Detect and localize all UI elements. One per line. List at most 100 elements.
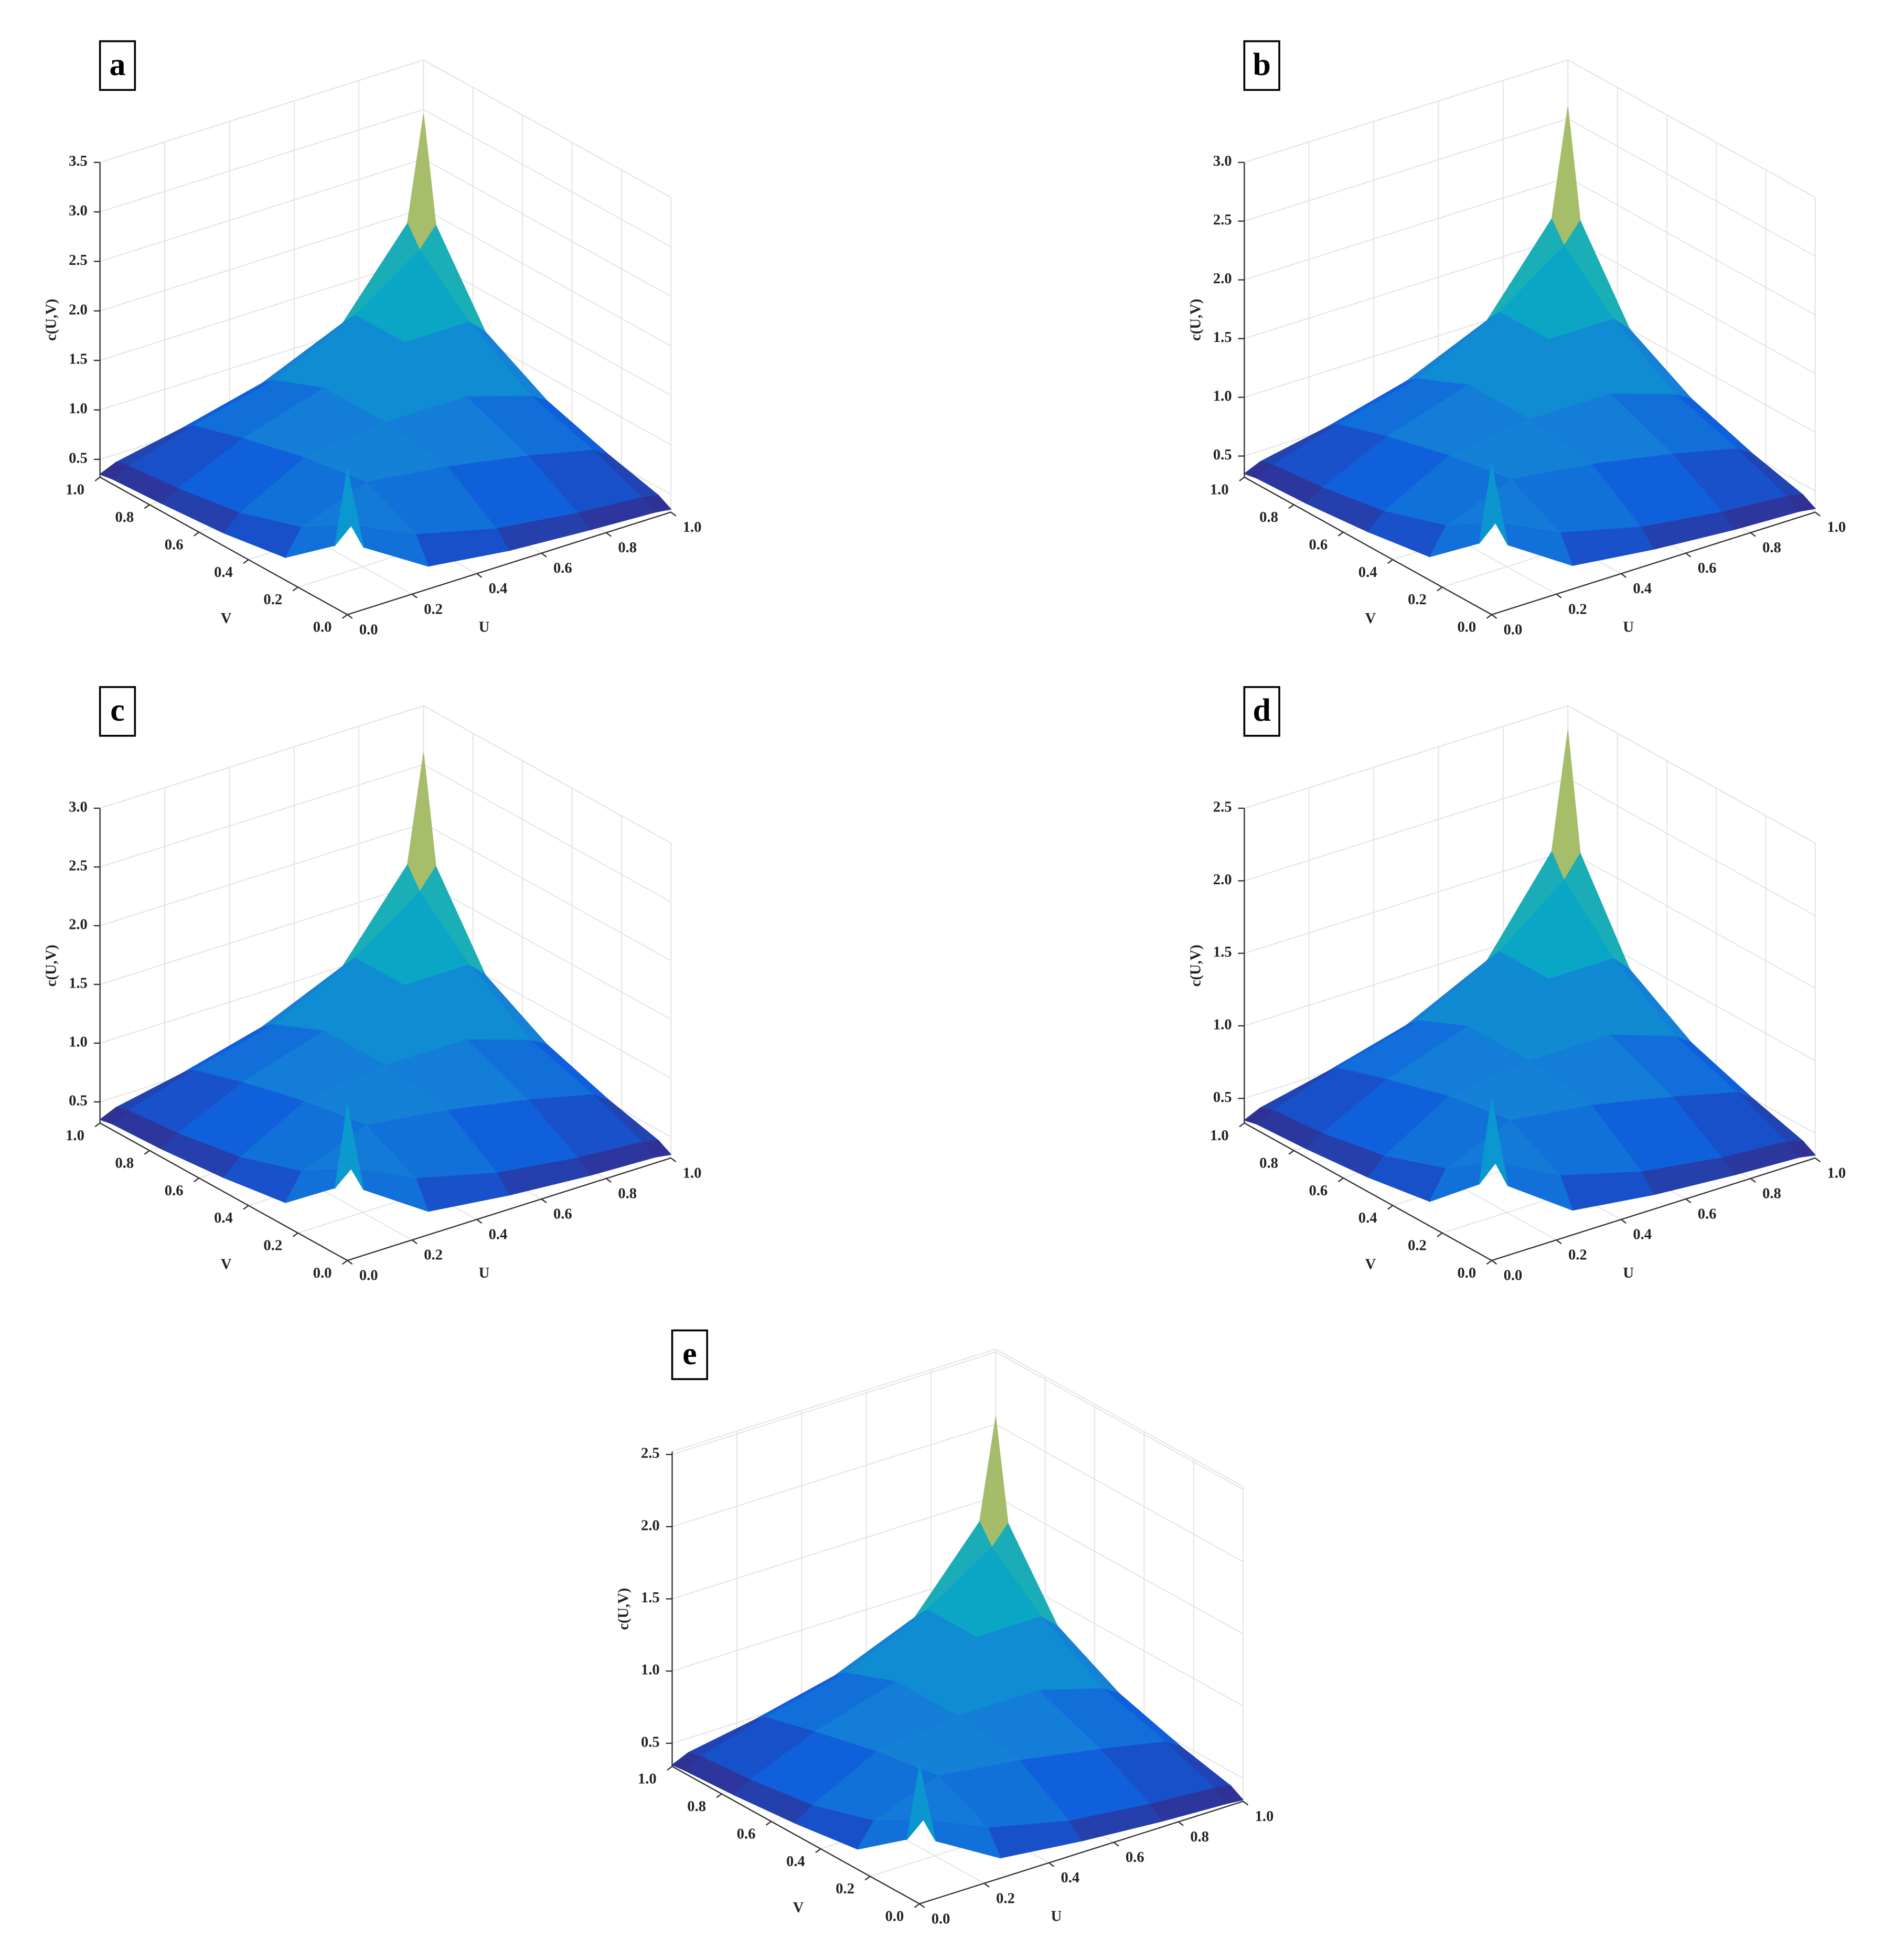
y-tick-label: 0.4 <box>1358 564 1377 581</box>
panel-label-box <box>99 40 136 91</box>
surface-patch <box>1479 464 1508 545</box>
z-tick-label: 2.5 <box>69 252 88 269</box>
x-tick <box>919 1903 925 1908</box>
grid-line <box>672 1351 996 1455</box>
y-tick-label: 0.2 <box>1408 1238 1427 1254</box>
x-tick <box>541 1198 547 1204</box>
panel-label-box <box>1243 40 1280 91</box>
x-tick <box>347 614 353 619</box>
grid-line <box>995 1423 1244 1562</box>
grid-line <box>1567 850 1816 989</box>
panel: 0.0 0.2 0.4 0.6 0.8 1.0 0.0 0.2 0.4 0.6 0.8 1.0 0.5 1… <box>616 1329 1274 1927</box>
z-tick-label: 1.0 <box>1213 388 1232 404</box>
x-tick <box>983 1882 990 1888</box>
z-axis-label: c(U,V) <box>1187 299 1204 341</box>
x-tick-label: 0.2 <box>424 601 443 617</box>
y-axis-label: V <box>793 1900 804 1916</box>
surface-patch <box>1551 730 1581 881</box>
surface-patch <box>1559 1171 1654 1211</box>
x-tick-label: 0.8 <box>1190 1829 1209 1845</box>
panel-label: e <box>682 1336 697 1372</box>
x-tick <box>1685 1198 1692 1204</box>
z-axis-label: c(U,V) <box>616 1588 632 1630</box>
y-tick <box>1437 1232 1443 1237</box>
y-tick <box>144 1150 150 1155</box>
panel-label: a <box>110 47 126 82</box>
grid-line <box>1567 177 1816 316</box>
grid-line <box>1567 778 1816 916</box>
x-tick <box>1113 1841 1119 1847</box>
z-tick-label: 3.0 <box>1213 153 1232 169</box>
z-tick-label: 3.0 <box>69 203 88 219</box>
grid-line <box>100 764 424 867</box>
y-tick <box>1486 614 1492 619</box>
z-tick-label: 3.0 <box>69 799 88 816</box>
y-tick <box>292 586 298 592</box>
z-tick-label: 1.0 <box>69 1034 88 1050</box>
x-axis-label: U <box>479 619 490 636</box>
y-tick-label: 0.0 <box>1457 619 1476 636</box>
z-axis-label: c(U,V) <box>44 299 60 341</box>
x-tick <box>1491 1260 1497 1265</box>
x-tick <box>476 573 483 578</box>
x-tick-label: 1.0 <box>1827 1165 1846 1181</box>
grid-line <box>1244 778 1568 882</box>
box-edge <box>423 59 671 198</box>
surface-patch <box>406 753 436 893</box>
x-tick <box>411 593 418 598</box>
y-tick-label: 0.8 <box>115 509 134 526</box>
x-axis <box>347 1157 671 1261</box>
y-axis-label: V <box>1365 611 1376 627</box>
y-tick-label: 0.0 <box>885 1909 904 1925</box>
x-tick <box>1620 573 1627 578</box>
y-tick-label: 0.8 <box>687 1798 706 1815</box>
z-tick-label: 2.5 <box>1213 212 1232 228</box>
y-tick <box>1288 1150 1294 1155</box>
grid-line <box>100 208 424 312</box>
x-tick-label: 0.6 <box>1126 1849 1144 1866</box>
y-tick <box>94 1122 101 1128</box>
x-tick-label: 0.2 <box>1568 1247 1587 1263</box>
y-axis-label: V <box>1365 1256 1376 1272</box>
panel-label: c <box>110 692 124 728</box>
panel-label: b <box>1253 47 1270 82</box>
panel: 0.0 0.2 0.4 0.6 0.8 1.0 0.0 0.2 0.4 0.6 0.8 1.0 0.5 1… <box>1187 40 1846 638</box>
box-edge <box>1244 59 1568 163</box>
x-tick <box>541 552 547 558</box>
y-tick-label: 0.2 <box>263 1238 282 1254</box>
x-tick-label: 0.6 <box>1698 1206 1717 1223</box>
y-tick <box>1239 1122 1245 1128</box>
z-tick-label: 1.5 <box>69 351 88 368</box>
y-tick <box>243 1205 249 1210</box>
z-tick-label: 2.0 <box>1213 872 1232 888</box>
y-tick <box>243 559 249 564</box>
grid-line <box>423 109 671 248</box>
x-tick <box>606 1178 612 1183</box>
x-tick <box>476 1219 483 1224</box>
x-axis-label: U <box>479 1265 490 1281</box>
grid-line <box>423 881 671 1020</box>
z-tick-label: 2.5 <box>69 858 88 874</box>
y-tick-label: 0.2 <box>836 1881 854 1897</box>
y-tick <box>716 1793 722 1798</box>
x-axis-label: U <box>1051 1909 1062 1925</box>
y-tick-label: 0.4 <box>1358 1210 1377 1226</box>
surface-patch <box>906 1765 936 1841</box>
y-tick-label: 0.0 <box>313 1265 332 1281</box>
x-tick <box>347 1260 353 1265</box>
y-tick <box>194 1177 200 1183</box>
grid-line <box>100 257 424 361</box>
grid-line <box>423 764 671 903</box>
surface-patch <box>1551 106 1581 247</box>
y-tick <box>1239 476 1245 481</box>
x-tick-label: 0.6 <box>1698 560 1717 576</box>
z-tick-label: 0.5 <box>1213 1089 1232 1106</box>
y-tick <box>292 1232 298 1237</box>
x-tick-label: 0.2 <box>996 1890 1015 1907</box>
z-tick-label: 0.5 <box>1213 447 1232 463</box>
y-tick-label: 1.0 <box>638 1771 657 1787</box>
z-tick-label: 1.0 <box>1213 1016 1232 1033</box>
surface-patch <box>1479 1098 1508 1186</box>
y-tick-label: 1.0 <box>1210 482 1229 498</box>
